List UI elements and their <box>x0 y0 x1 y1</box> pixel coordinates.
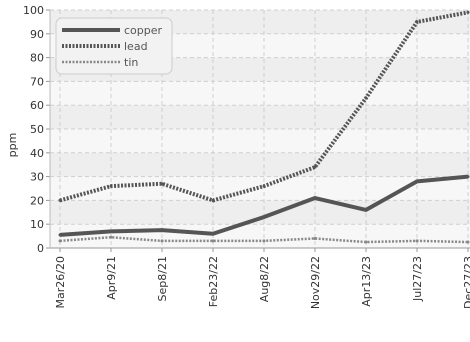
legend-label-copper: copper <box>124 24 163 37</box>
y-tick-label: 20 <box>30 194 44 207</box>
data-point-tin <box>58 239 62 243</box>
x-tick-label: Feb23/22 <box>207 256 220 307</box>
y-tick-label: 50 <box>30 123 44 136</box>
data-point-copper <box>364 208 368 212</box>
y-tick-label: 100 <box>23 4 44 17</box>
x-tick-label: Dec27/23 <box>462 256 470 309</box>
data-point-lead <box>364 96 368 100</box>
data-point-lead <box>466 10 470 14</box>
data-point-lead <box>160 182 164 186</box>
grid-band <box>50 152 470 177</box>
data-point-copper <box>262 215 266 219</box>
data-point-copper <box>160 228 164 232</box>
data-point-tin <box>211 239 215 243</box>
data-point-tin <box>160 239 164 243</box>
data-point-tin <box>466 240 470 244</box>
x-tick-label: Mar26/20 <box>54 256 67 308</box>
legend-label-tin: tin <box>124 56 138 69</box>
x-tick-label: Jul27/23 <box>411 256 424 302</box>
data-point-copper <box>58 233 62 237</box>
data-point-lead <box>58 198 62 202</box>
series-group <box>58 10 470 244</box>
data-point-tin <box>109 235 113 239</box>
x-axis-ticks: Mar26/20 Apr9/21 Sep8/21 Feb23/22 Aug8/22 Nov… <box>54 248 470 309</box>
x-tick-label: Sep8/21 <box>156 256 169 301</box>
x-tick-label: Apr9/21 <box>105 256 118 300</box>
y-axis-ticks: 0 10 20 30 40 50 60 70 80 90 100 <box>23 4 50 255</box>
y-tick-label: 60 <box>30 99 44 112</box>
data-point-copper <box>415 179 419 183</box>
x-tick-label: Aug8/22 <box>258 256 271 302</box>
y-tick-label: 40 <box>30 147 44 160</box>
data-point-lead <box>109 184 113 188</box>
data-point-lead <box>262 184 266 188</box>
y-tick-label: 30 <box>30 171 44 184</box>
y-tick-label: 70 <box>30 75 44 88</box>
x-tick-label: Apr13/23 <box>360 256 373 307</box>
y-tick-label: 0 <box>37 242 44 255</box>
data-point-lead <box>313 165 317 169</box>
y-tick-label: 80 <box>30 52 44 65</box>
data-point-copper <box>211 232 215 236</box>
data-point-tin <box>364 240 368 244</box>
data-point-lead <box>415 20 419 24</box>
data-point-lead <box>211 198 215 202</box>
x-tick-label: Nov29/22 <box>309 256 322 309</box>
data-point-copper <box>109 229 113 233</box>
y-tick-label: 10 <box>30 218 44 231</box>
y-tick-label: 90 <box>30 28 44 41</box>
data-point-tin <box>313 236 317 240</box>
data-point-tin <box>262 239 266 243</box>
grid-band <box>50 105 470 129</box>
legend-label-lead: lead <box>124 40 148 53</box>
data-point-tin <box>415 239 419 243</box>
grid-band <box>50 200 470 225</box>
y-axis-label: ppm <box>6 133 19 158</box>
data-point-copper <box>313 196 317 200</box>
legend: copper lead tin <box>55 17 173 75</box>
data-point-copper <box>466 175 470 179</box>
